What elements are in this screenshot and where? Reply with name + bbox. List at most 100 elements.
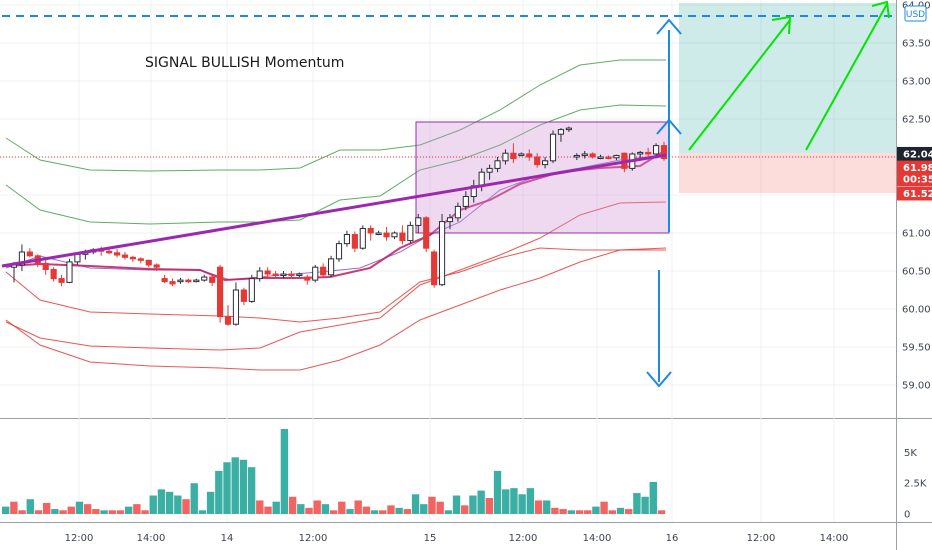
time-tick-label: 14:00	[820, 533, 849, 544]
candle-body	[296, 273, 303, 277]
volume-bar	[18, 510, 26, 514]
volume-bar	[157, 489, 166, 514]
volume-bar	[428, 496, 436, 514]
volume-bar	[321, 504, 330, 514]
candle-body	[605, 156, 612, 159]
candle-body	[359, 227, 366, 249]
volume-bar	[403, 509, 412, 514]
volume-bar	[108, 510, 116, 514]
volume-bar	[280, 429, 289, 514]
volume-bar	[51, 509, 59, 514]
price-tick-label: 60.00	[902, 305, 931, 316]
candle-body	[161, 278, 168, 283]
projection-arrow-2[interactable]	[805, 3, 888, 151]
candle-body	[240, 289, 247, 302]
volume-bar	[297, 504, 305, 514]
candle-body	[431, 251, 438, 286]
volume-bar	[493, 470, 502, 514]
volume-bar	[362, 506, 371, 514]
candle-body	[209, 276, 216, 283]
candle-body	[494, 160, 501, 169]
volume-bar	[526, 488, 535, 514]
volume-bar	[616, 507, 625, 514]
time-axis[interactable]: 12:00 14:00 14 12:00 15 12:00 14:00 16 12:00 14:0…	[65, 533, 849, 544]
price-tick-label: 63.00	[902, 77, 931, 88]
currency-badge[interactable]	[904, 5, 927, 22]
candle-body	[129, 256, 136, 260]
volume-bar	[518, 494, 526, 514]
candle-body	[58, 278, 65, 283]
volume-bar	[149, 495, 157, 514]
volume-bar	[100, 510, 108, 514]
candle-body	[613, 154, 620, 159]
volume-bar	[346, 509, 354, 514]
volume-bar	[575, 510, 584, 514]
time-tick-label: 16	[666, 533, 679, 544]
candle-body	[18, 251, 26, 266]
candle-body	[383, 232, 390, 238]
candle-body	[446, 217, 454, 223]
volume-bar	[657, 510, 666, 514]
price-tick-label: 63.50	[902, 39, 931, 50]
lower-band-outer	[5, 247, 666, 323]
volume-bar	[567, 510, 576, 514]
upper-band-inner	[5, 104, 667, 225]
volume-tick-label: 5K	[904, 448, 917, 459]
time-tick-label: 15	[424, 533, 437, 544]
time-tick-label: 14:00	[137, 533, 166, 544]
volume-bar	[379, 510, 387, 514]
candle-body	[438, 221, 446, 286]
lower-band-inner	[5, 201, 667, 351]
candle-body	[304, 276, 311, 281]
price-label-text: 00:35	[903, 175, 932, 186]
candle-body	[280, 273, 287, 277]
long-position-stop-zone[interactable]	[679, 153, 896, 193]
candle-body	[312, 266, 319, 281]
volume-tick-label: 0	[904, 510, 910, 521]
price-label-badge	[897, 172, 932, 187]
volume-bar	[510, 488, 518, 514]
measure-down-arrow-icon	[646, 371, 672, 388]
candle-body	[415, 217, 422, 226]
volume-bar	[329, 510, 338, 514]
candle-body	[169, 281, 176, 285]
volume-bar	[649, 481, 657, 514]
volume-axis: 5K 2.5K 0	[904, 448, 927, 521]
price-tick-label: 60.50	[902, 267, 931, 278]
trend-line[interactable]	[1, 153, 667, 268]
candle-body	[581, 153, 588, 156]
volume-bar	[543, 500, 551, 514]
volume-bar	[461, 505, 469, 514]
volume-bar	[92, 509, 100, 514]
candle-body	[589, 153, 596, 158]
volume-bar	[600, 501, 608, 514]
candle-body	[224, 316, 232, 325]
price-label-text: 62.04	[903, 149, 932, 160]
projection-arrow-1[interactable]	[688, 19, 791, 151]
candle-body	[264, 270, 271, 275]
candle-body	[391, 232, 398, 238]
candle-body	[660, 145, 668, 160]
candle-body	[201, 276, 208, 281]
candle-body	[375, 232, 382, 235]
price-label-text: 61.98	[903, 163, 932, 174]
volume-bar	[223, 462, 231, 514]
candle-body	[137, 258, 144, 261]
candle-body	[597, 156, 604, 159]
price-tick-label: 61.00	[902, 229, 931, 240]
consolidation-box[interactable]	[415, 121, 670, 234]
long-position-target-zone[interactable]	[679, 3, 896, 153]
candle-body	[113, 252, 121, 256]
lower-band-deep	[5, 247, 667, 371]
candle-body	[320, 266, 327, 276]
candle-body	[526, 153, 533, 158]
candle-body	[407, 224, 414, 242]
candle-body	[153, 264, 160, 268]
price-tick-label: 62.50	[902, 115, 931, 126]
volume-bar	[444, 510, 453, 514]
candle-body	[193, 279, 200, 283]
price-label-badge	[897, 186, 932, 201]
volume-bar	[420, 504, 428, 514]
time-tick-label: 12:00	[509, 533, 538, 544]
